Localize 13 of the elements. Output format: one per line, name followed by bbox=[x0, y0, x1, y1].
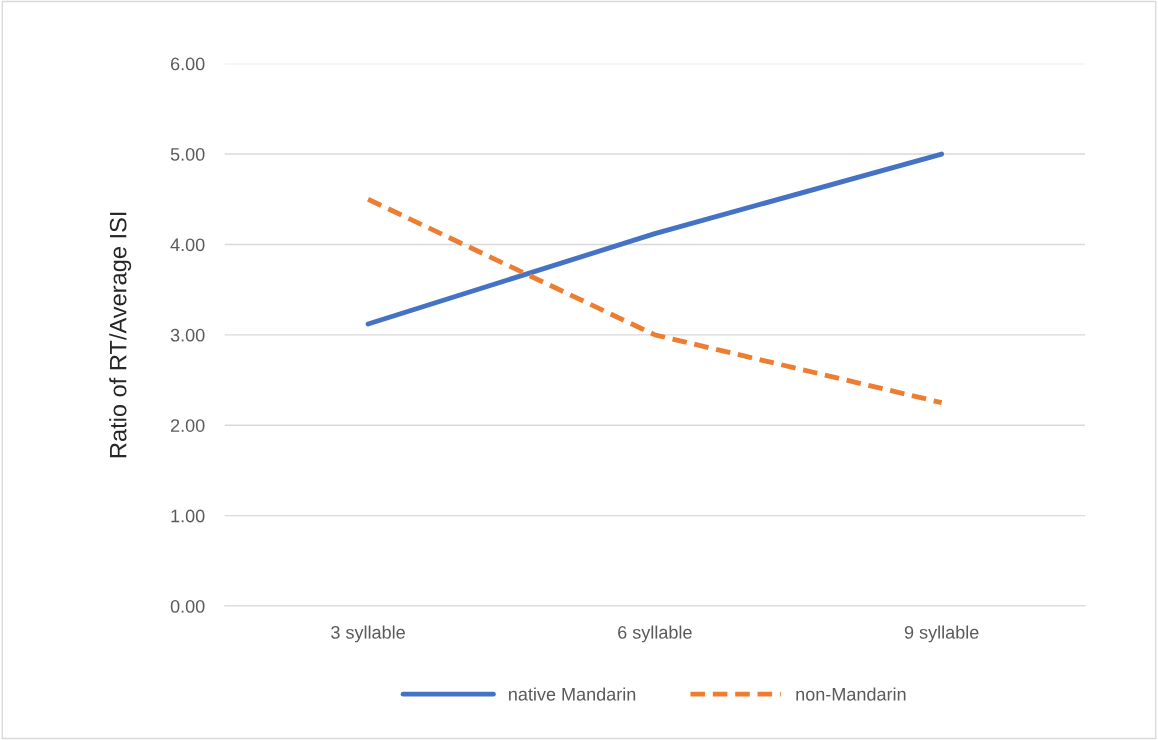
legend-label: native Mandarin bbox=[509, 687, 636, 701]
x-tick-label: 9 syllable bbox=[904, 625, 979, 643]
y-tick-label: 6.00 bbox=[170, 57, 205, 71]
x-tick-label: 6 syllable bbox=[618, 625, 692, 643]
y-tick-label: 2.00 bbox=[170, 419, 205, 432]
legend-label: non-Mandarin bbox=[796, 687, 906, 701]
x-tick-label: 3 syllable bbox=[331, 625, 405, 643]
y-axis-title: Ratio of RT/Average ISI bbox=[109, 212, 132, 458]
y-tick-label: 3.00 bbox=[170, 328, 205, 342]
y-tick-label: 0.00 bbox=[170, 599, 205, 613]
y-tick-label: 5.00 bbox=[170, 147, 205, 161]
y-tick-label: 4.00 bbox=[170, 238, 205, 252]
y-tick-label: 1.00 bbox=[171, 509, 205, 523]
